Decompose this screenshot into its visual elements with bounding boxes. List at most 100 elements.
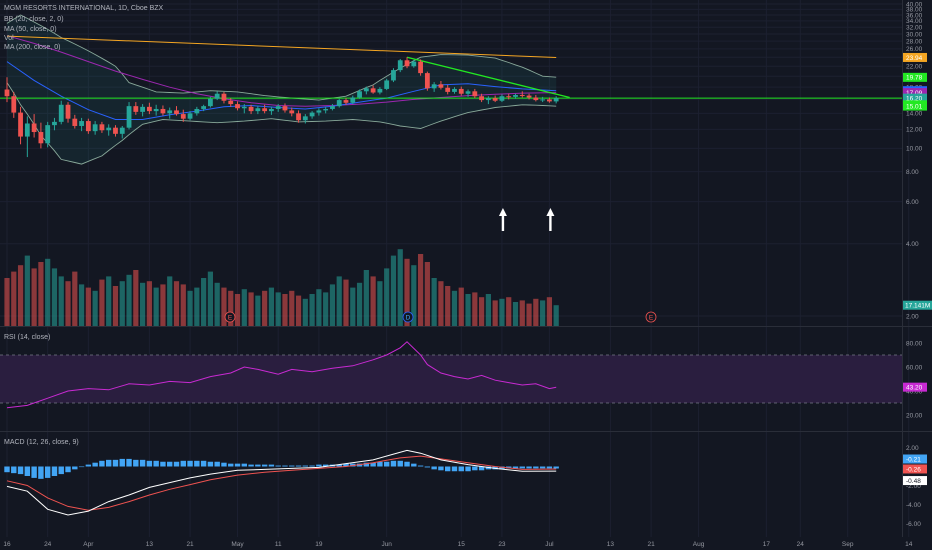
macd-hist-49 [336, 464, 342, 467]
candle-body-58 [397, 60, 403, 71]
macd-hist-70 [478, 466, 485, 471]
volume-bar-64 [438, 281, 444, 326]
volume-bar-77 [526, 303, 532, 326]
time-label-12: 13 [607, 541, 615, 548]
candle-body-62 [424, 73, 430, 89]
macd-hist-77 [526, 466, 532, 469]
macd-hist-23 [160, 461, 166, 467]
volume-bar-29 [201, 278, 207, 326]
time-label-4: 21 [186, 541, 194, 548]
candle-body-48 [330, 106, 335, 109]
rsi-tick-0: 80.00 [906, 340, 923, 347]
time-label-17: Sep [842, 541, 854, 548]
legend-bb[interactable]: BB (20, close, 2, 0) [4, 16, 64, 23]
earnings-marker-2[interactable]: E [645, 311, 657, 323]
volume-bar-80 [546, 297, 552, 326]
volume-bar-40 [275, 292, 281, 326]
time-label-11: Jul [545, 541, 554, 548]
macd-hist-73 [499, 466, 505, 470]
price-badge-text-6: 15.01 [906, 103, 923, 110]
price-tick-16: 34.00 [906, 18, 923, 25]
macd-pane: 2.000.00-2.00-4.00-6.00-0.21-0.26-0.48 [4, 445, 927, 528]
macd-hist-12 [85, 464, 92, 467]
candle-body-21 [146, 106, 152, 112]
volume-bar-73 [499, 298, 505, 326]
volume-bar-37 [255, 295, 261, 326]
legend-vol[interactable]: Vol [4, 35, 14, 42]
volume-bar-53 [363, 270, 369, 326]
candle-body-80 [547, 99, 552, 102]
volume-bar-25 [173, 281, 180, 326]
macd-hist-1 [11, 466, 17, 474]
macd-badge-2 [903, 476, 927, 486]
macd-hist-6 [44, 466, 51, 478]
macd-hist-33 [228, 463, 234, 467]
volume-bar-21 [146, 281, 152, 326]
volume-bar-11 [78, 284, 85, 326]
rsi-line [6, 341, 557, 409]
candle-body-35 [241, 106, 247, 109]
time-label-0: 16 [3, 541, 11, 548]
candles [4, 57, 559, 158]
volume-bar-6 [45, 258, 51, 326]
candle-body-17 [119, 127, 125, 134]
volume-bar-65 [445, 286, 451, 326]
macd-tick-2: -2.00 [906, 483, 921, 490]
macd-hist-14 [99, 460, 105, 467]
support-arrow-0 [498, 208, 507, 231]
macd-hist-37 [255, 464, 261, 467]
volume-bar-44 [302, 298, 308, 326]
candle-body-71 [485, 98, 491, 101]
candle-body-52 [357, 91, 362, 98]
macd-hist-69 [472, 466, 478, 471]
macd-hist-28 [194, 460, 200, 467]
legend-macd[interactable]: MACD (12, 26, close, 9) [4, 439, 79, 446]
candle-body-73 [499, 96, 505, 101]
candle-body-13 [92, 124, 98, 132]
volume-bar-69 [472, 292, 478, 326]
rsi-badge-text: 43.20 [906, 384, 923, 391]
price-badge-0 [903, 52, 927, 62]
candle-body-26 [180, 114, 186, 119]
legend-rsi[interactable]: RSI (14, close) [4, 334, 50, 341]
legend-ma50[interactable]: MA (50, close, 0) [4, 26, 57, 33]
volume-bar-27 [187, 290, 193, 326]
price-tick-4: 10.00 [906, 146, 923, 153]
time-label-18: 14 [905, 541, 913, 548]
macd-hist-15 [106, 459, 112, 467]
macd-hist-7 [51, 466, 58, 476]
dividend-marker[interactable]: D [402, 311, 414, 323]
candle-body-40 [275, 106, 281, 109]
macd-hist-56 [383, 461, 390, 467]
earnings-marker-1[interactable]: E [224, 311, 236, 323]
candle-body-75 [513, 94, 518, 97]
macd-hist-17 [119, 458, 125, 467]
macd-hist-36 [248, 464, 254, 467]
bollinger-bands [6, 14, 557, 165]
macd-hist-5 [38, 466, 44, 479]
macd-hist-64 [438, 466, 444, 471]
volume-bar-66 [451, 290, 458, 326]
candle-body-60 [411, 61, 417, 67]
macd-hist-57 [390, 460, 397, 467]
macd-hist-8 [58, 466, 64, 475]
volume-bar-70 [479, 297, 485, 326]
macd-hist-38 [261, 464, 268, 467]
time-label-6: 11 [275, 541, 282, 548]
macd-hist-32 [221, 462, 227, 467]
legend-ma200[interactable]: MA (200, close, 0) [4, 44, 60, 51]
volume-bar-13 [92, 290, 98, 326]
macd-hist-0 [4, 466, 10, 473]
time-label-3: 13 [146, 541, 154, 548]
macd-hist-16 [112, 459, 119, 467]
candle-body-69 [472, 91, 478, 97]
candle-body-34 [235, 104, 240, 109]
macd-hist-50 [343, 463, 349, 467]
volume-bar-10 [72, 271, 78, 326]
candle-body-51 [350, 97, 356, 103]
volume-badge-text: 17.141M [905, 303, 930, 310]
candle-body-43 [296, 113, 301, 121]
price-badge-6 [903, 101, 927, 111]
candle-body-5 [38, 132, 44, 144]
